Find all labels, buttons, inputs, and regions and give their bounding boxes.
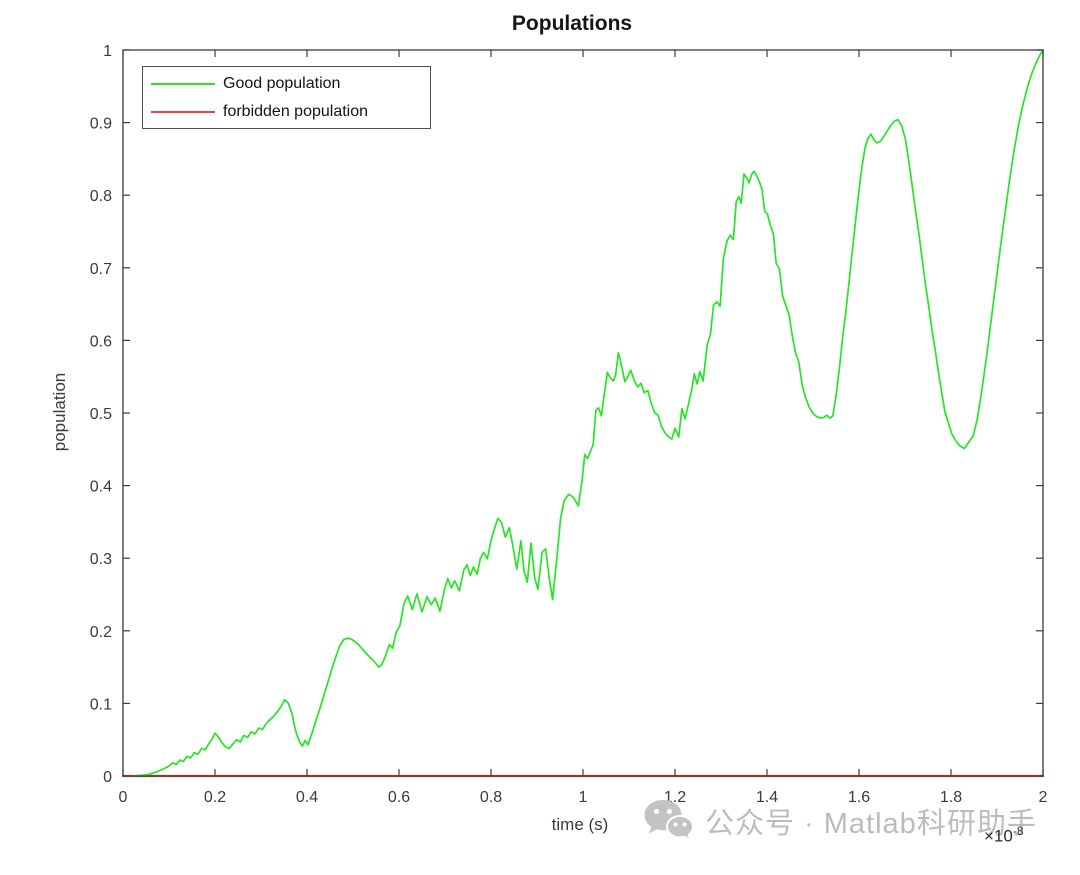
chart-title: Populations [511, 12, 633, 35]
x-tick-label: 2 [1039, 789, 1048, 806]
legend-line-sample-good [151, 82, 215, 85]
y-tick-label: 0.9 [90, 116, 112, 133]
x-tick-label: 0.2 [204, 789, 226, 806]
legend-line-sample-forbidden [151, 110, 215, 113]
x-tick-label: 1.4 [756, 789, 778, 806]
exponent-power: -8 [1012, 824, 1024, 838]
x-tick-label: 1.8 [940, 789, 962, 806]
x-tick-label: 1.6 [848, 789, 870, 806]
x-tick-label: 0.4 [296, 789, 318, 806]
y-tick-label: 0.7 [90, 261, 112, 278]
axes-border [122, 49, 1044, 777]
y-tick-label: 0.5 [90, 406, 112, 423]
y-axis-label: population [50, 372, 69, 452]
legend-item-forbidden-population: forbidden population [143, 100, 430, 124]
y-tick-label: 0.2 [90, 624, 112, 641]
legend-box: Good population forbidden population [142, 66, 431, 129]
x-tick-label: 1.2 [664, 789, 686, 806]
y-tick-label: 0.1 [90, 696, 112, 713]
x-tick-label: 0.6 [388, 789, 410, 806]
y-tick-label: 0 [103, 769, 112, 786]
legend-label: Good population [223, 74, 341, 92]
x-tick-label: 1 [579, 789, 588, 806]
x-tick-label: 0.8 [480, 789, 502, 806]
y-tick-label: 1 [103, 43, 112, 60]
y-tick-label: 0.3 [90, 551, 112, 568]
y-tick-label: 0.4 [90, 479, 112, 496]
series-line-good-population [131, 49, 1044, 777]
x-axis-exponent: ×10-8 [984, 824, 1024, 847]
y-tick-label: 0.8 [90, 188, 112, 205]
x-axis-label: time (s) [551, 815, 609, 834]
exponent-base: ×10 [984, 826, 1013, 846]
legend-item-good-population: Good population [143, 72, 430, 96]
y-tick-label: 0.6 [90, 333, 112, 350]
legend-label: forbidden population [223, 102, 369, 120]
x-tick-label: 0 [119, 789, 128, 806]
